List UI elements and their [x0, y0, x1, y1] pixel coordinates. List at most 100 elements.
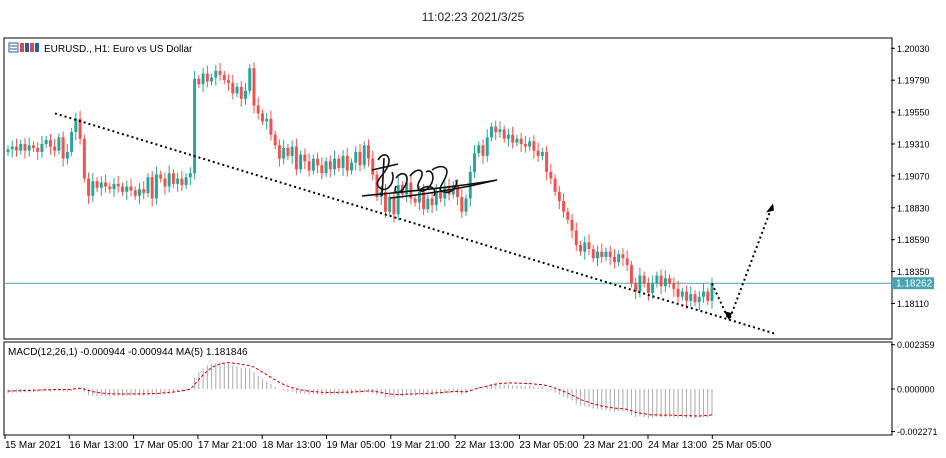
candle-body — [137, 189, 141, 196]
macd-axis: 0.002359 0.000000 -0.002271 — [891, 340, 938, 437]
candle-body — [184, 177, 188, 186]
candle-body — [502, 129, 506, 139]
candle-body — [235, 86, 239, 94]
candle-body — [36, 147, 40, 152]
candle-body — [430, 198, 434, 206]
candle-body — [227, 80, 231, 83]
time-tick-label: 24 Mar 13:00 — [648, 440, 707, 451]
price-tick-label: 1.18830 — [897, 203, 930, 213]
candle-body — [239, 86, 243, 99]
macd-histogram — [7, 363, 713, 419]
candle-body — [324, 161, 328, 174]
time-tick-label: 19 Mar 21:00 — [391, 440, 450, 451]
candle-body — [53, 146, 57, 151]
candle-body — [702, 291, 706, 297]
candle-body — [307, 161, 311, 171]
candle-body — [337, 158, 341, 168]
candle-body — [532, 141, 536, 151]
candle-body — [277, 145, 281, 159]
candle-body — [265, 118, 269, 122]
candle-body — [506, 134, 510, 139]
price-tick-label: 1.19790 — [897, 76, 930, 86]
candle-body — [320, 165, 324, 174]
candle-body — [710, 283, 714, 301]
candle-body — [290, 146, 294, 156]
candle-body — [596, 251, 599, 259]
time-tick-label: 17 Mar 05:00 — [134, 440, 193, 451]
candle-body — [180, 178, 184, 186]
candle-body — [328, 161, 332, 170]
candle-body — [481, 145, 485, 156]
candle-body — [625, 258, 629, 265]
candle-body — [108, 186, 112, 190]
candle-body — [566, 211, 570, 220]
candle-body — [456, 185, 460, 198]
candle-body — [591, 248, 595, 259]
candle-body — [269, 118, 273, 135]
candle-body — [150, 177, 154, 199]
candle-body — [260, 113, 264, 122]
candle-body — [61, 137, 65, 159]
candle-body — [19, 143, 23, 151]
time-tick-label: 17 Mar 21:00 — [198, 440, 257, 451]
chart-title: EURUSD., H1: Euro vs US Dollar — [44, 44, 193, 55]
candle-body — [201, 73, 205, 85]
candle-body — [553, 178, 557, 192]
candle-body — [10, 146, 14, 150]
candle-body — [244, 90, 247, 99]
annotation-arrows[interactable] — [711, 203, 774, 321]
candle-body — [333, 158, 337, 170]
candle-body — [375, 174, 379, 198]
candle-body — [570, 219, 574, 231]
candle-body — [354, 151, 358, 163]
candle-body — [23, 143, 27, 151]
candle-body — [693, 294, 697, 303]
timestamp: 11:02:23 2021/3/25 — [421, 10, 525, 24]
candle-body — [617, 254, 621, 263]
candle-body — [176, 178, 180, 184]
time-tick-label: 15 Mar 2021 — [5, 440, 62, 451]
candle-body — [371, 158, 375, 175]
candle-body — [473, 153, 476, 172]
candle-body — [210, 77, 214, 82]
candle-body — [562, 201, 566, 212]
candle-body — [14, 146, 18, 151]
candle-body — [197, 78, 201, 85]
candle-body — [112, 183, 116, 190]
candle-body — [545, 151, 549, 172]
candle-body — [612, 256, 616, 263]
candle-body — [299, 154, 303, 170]
candle-body — [366, 145, 370, 159]
candle-body — [659, 275, 663, 287]
candle-body — [706, 291, 710, 301]
candle-body — [557, 191, 561, 202]
candle-body — [44, 139, 48, 144]
macd-panel[interactable] — [3, 341, 893, 436]
candle-body — [99, 182, 103, 188]
candle-body — [222, 74, 226, 81]
macd-tick-label: 0.000000 — [897, 384, 935, 394]
candle-body — [362, 145, 366, 166]
candle-body — [528, 141, 532, 147]
candle-body — [188, 173, 192, 178]
candle-body — [638, 275, 642, 292]
candle-body — [629, 264, 633, 284]
trendline[interactable] — [54, 112, 777, 335]
time-tick-label: 22 Mar 13:00 — [455, 440, 514, 451]
candle-body — [655, 275, 659, 284]
candle-body — [214, 70, 218, 78]
candle-body — [48, 139, 52, 147]
candle-body — [523, 143, 527, 147]
time-tick-label: 16 Mar 13:00 — [69, 440, 128, 451]
price-tick-label: 1.18590 — [897, 235, 930, 245]
candle-body — [651, 283, 655, 293]
candle-body — [540, 151, 544, 156]
macd-tick-label: -0.002271 — [897, 427, 938, 437]
candle-body — [116, 183, 120, 187]
candle-body — [477, 145, 481, 154]
candle-body — [663, 278, 667, 287]
candle-body — [40, 143, 44, 152]
signature-watermark — [361, 154, 498, 199]
candle-body — [154, 174, 158, 199]
